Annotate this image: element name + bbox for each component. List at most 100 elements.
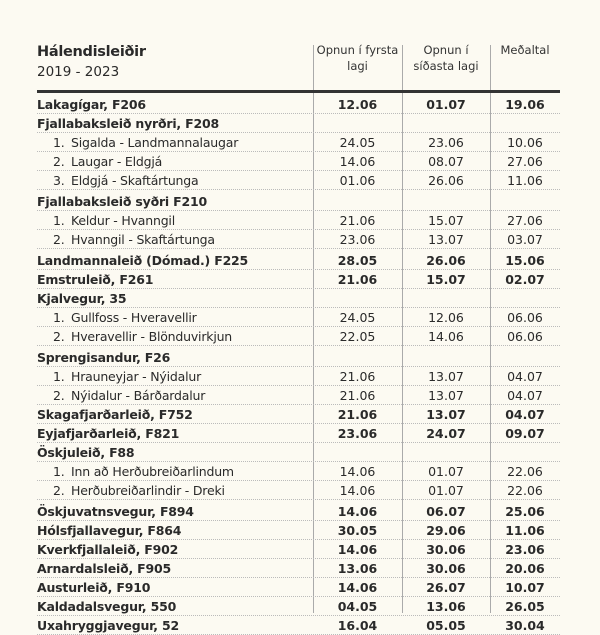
road-name: 2. Nýidalur - Bárðardalur [37, 388, 313, 403]
table-row: 2. Hvanngil - Skaftártunga 23.06 13.07 03.07 [37, 230, 560, 249]
table-row: Hólsfjallavegur, F864 30.05 29.06 11.06 [37, 521, 560, 540]
average-opening: 04.07 [505, 406, 545, 422]
earliest-opening: 14.06 [337, 503, 378, 519]
earliest-opening: 23.06 [339, 231, 376, 247]
table-row: Eyjafjarðarleið, F821 23.06 24.07 09.07 [37, 424, 560, 443]
road-name: 2. Hvanngil - Skaftártunga [37, 232, 313, 247]
latest-opening: 24.07 [426, 425, 466, 441]
road-label: Sigalda - Landmannalaugar [71, 134, 239, 150]
road-name: 2. Hveravellir - Blönduvirkjun [37, 329, 313, 344]
col-header-latest: Opnun í síðasta lagi [413, 43, 479, 73]
earliest-opening: 14.06 [339, 463, 376, 479]
item-number: 1. [53, 212, 65, 228]
table-row: 1. Gullfoss - Hveravellir 24.05 12.06 06.06 [37, 308, 560, 327]
table-row: Emstruleið, F261 21.06 15.07 02.07 [37, 270, 560, 289]
table-row: Öskjuleið, F88 [37, 443, 560, 462]
road-name: Hólsfjallavegur, F864 [37, 523, 313, 538]
table-row: Lakagígar, F206 12.06 01.07 19.06 [37, 95, 560, 114]
road-label: Fjallabaksleið nyrðri, F208 [37, 115, 219, 131]
column-divider [490, 45, 491, 613]
latest-opening: 15.07 [428, 212, 464, 228]
road-name: Arnardalsleið, F905 [37, 561, 313, 576]
table-row: 2. Hveravellir - Blönduvirkjun 22.05 14.06 0… [37, 327, 560, 346]
item-number: 1. [53, 134, 65, 150]
earliest-opening: 24.05 [339, 309, 376, 325]
earliest-opening: 30.05 [337, 522, 378, 538]
table-row: Landmannaleið (Dómad.) F225 28.05 26.06 15.… [37, 251, 560, 270]
road-name: Kaldadalsvegur, 550 [37, 599, 313, 614]
road-label: Arnardalsleið, F905 [37, 560, 172, 576]
latest-opening: 30.06 [426, 560, 466, 576]
road-label: Hólsfjallavegur, F864 [37, 522, 182, 538]
average-opening: 19.06 [505, 96, 545, 112]
road-label: Hrauneyjar - Nýidalur [71, 368, 202, 384]
road-name: 1. Gullfoss - Hveravellir [37, 310, 313, 325]
road-name: 1. Inn að Herðubreiðarlindum [37, 464, 313, 479]
earliest-opening: 21.06 [337, 271, 378, 287]
road-label: Fjallabaksleið syðri F210 [37, 193, 207, 209]
road-label: Kjalvegur, 35 [37, 290, 127, 306]
average-opening: 27.06 [507, 153, 543, 169]
latest-opening: 13.07 [428, 387, 464, 403]
latest-opening: 23.06 [428, 134, 464, 150]
earliest-opening: 14.06 [339, 482, 376, 498]
table-title: Hálendisleiðir [37, 44, 146, 60]
road-name: 2. Herðubreiðarlindir - Dreki [37, 483, 313, 498]
earliest-opening: 14.06 [337, 579, 378, 595]
average-opening: 03.07 [507, 231, 543, 247]
earliest-opening: 04.05 [337, 598, 378, 614]
item-number: 3. [53, 172, 65, 188]
earliest-opening: 14.06 [339, 153, 376, 169]
latest-opening: 06.07 [426, 503, 466, 519]
item-number: 2. [53, 387, 65, 403]
item-number: 2. [53, 328, 65, 344]
latest-opening: 13.06 [426, 598, 466, 614]
table-row: Fjallabaksleið syðri F210 [37, 192, 560, 211]
table-row: Kverkfjallaleið, F902 14.06 30.06 23.06 [37, 540, 560, 559]
item-number: 2. [53, 153, 65, 169]
earliest-opening: 21.06 [339, 368, 376, 384]
road-name: Kverkfjallaleið, F902 [37, 542, 313, 557]
road-name: Landmannaleið (Dómad.) F225 [37, 253, 313, 268]
road-name: 2. Laugar - Eldgjá [37, 154, 313, 169]
road-label: Eldgjá - Skaftártunga [71, 172, 199, 188]
highland-roads-table: Hálendisleiðir 2019 - 2023 Opnun í fyrst… [37, 40, 560, 635]
earliest-opening: 14.06 [337, 541, 378, 557]
road-name: Uxahryggjavegur, 52 [37, 618, 313, 633]
table-row: Kjalvegur, 35 [37, 289, 560, 308]
road-name: Austurleið, F910 [37, 580, 313, 595]
earliest-opening: 23.06 [337, 425, 378, 441]
average-opening: 22.06 [507, 482, 543, 498]
average-opening: 10.07 [505, 579, 545, 595]
road-name: Kjalvegur, 35 [37, 291, 313, 306]
col-header-average: Meðaltal [500, 43, 550, 57]
road-label: Skagafjarðarleið, F752 [37, 406, 193, 422]
table-row: 2. Herðubreiðarlindir - Dreki 14.06 01.07 22… [37, 481, 560, 500]
earliest-opening: 01.06 [339, 172, 376, 188]
road-name: Eyjafjarðarleið, F821 [37, 426, 313, 441]
table-row: Uxahryggjavegur, 52 16.04 05.05 30.04 [37, 616, 560, 635]
road-label: Uxahryggjavegur, 52 [37, 617, 179, 633]
table-row: 1. Hrauneyjar - Nýidalur 21.06 13.07 04.07 [37, 367, 560, 386]
latest-opening: 01.07 [428, 463, 464, 479]
column-divider [313, 45, 314, 613]
road-name: Fjallabaksleið nyrðri, F208 [37, 116, 313, 131]
average-opening: 27.06 [507, 212, 543, 228]
road-label: Emstruleið, F261 [37, 271, 154, 287]
average-opening: 22.06 [507, 463, 543, 479]
road-label: Hvanngil - Skaftártunga [71, 231, 215, 247]
latest-opening: 30.06 [426, 541, 466, 557]
latest-opening: 13.07 [428, 231, 464, 247]
road-label: Austurleið, F910 [37, 579, 151, 595]
road-label: Kaldadalsvegur, 550 [37, 598, 177, 614]
road-name: 3. Eldgjá - Skaftártunga [37, 173, 313, 188]
road-name: Skagafjarðarleið, F752 [37, 407, 313, 422]
latest-opening: 08.07 [428, 153, 464, 169]
earliest-opening: 24.05 [339, 134, 376, 150]
latest-opening: 26.06 [428, 172, 464, 188]
latest-opening: 26.07 [426, 579, 466, 595]
average-opening: 09.07 [505, 425, 545, 441]
road-label: Öskjuleið, F88 [37, 444, 135, 460]
earliest-opening: 22.05 [339, 328, 376, 344]
table-row: Austurleið, F910 14.06 26.07 10.07 [37, 578, 560, 597]
